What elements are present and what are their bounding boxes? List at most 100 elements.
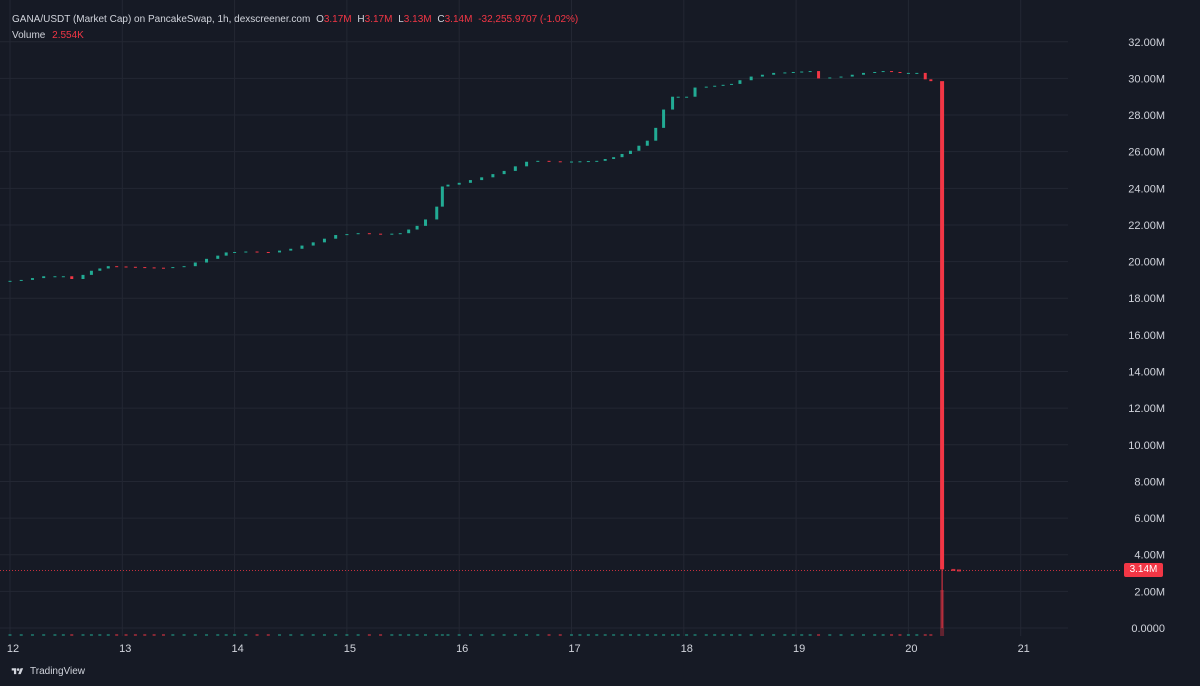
candle[interactable] (224, 252, 228, 256)
candle[interactable] (595, 160, 599, 162)
candle[interactable] (956, 569, 961, 572)
candle[interactable] (791, 71, 795, 73)
candle[interactable] (749, 76, 753, 81)
candle[interactable] (637, 145, 641, 151)
candle[interactable] (873, 71, 877, 73)
candle[interactable] (216, 255, 220, 259)
candle[interactable] (440, 186, 444, 207)
candle[interactable] (8, 280, 12, 282)
candle[interactable] (808, 71, 812, 73)
candle[interactable] (133, 266, 137, 268)
candle[interactable] (772, 72, 776, 75)
candle[interactable] (289, 248, 293, 251)
candle[interactable] (115, 266, 119, 268)
candle[interactable] (783, 72, 787, 74)
candle[interactable] (390, 233, 394, 235)
candle[interactable] (182, 266, 186, 268)
candle[interactable] (536, 160, 540, 162)
candle[interactable] (817, 71, 821, 79)
candle[interactable] (738, 80, 742, 84)
candle[interactable] (685, 96, 689, 98)
candle[interactable] (424, 219, 428, 226)
candle[interactable] (502, 170, 506, 175)
candle[interactable] (367, 233, 371, 235)
candle[interactable] (345, 234, 349, 236)
candle[interactable] (278, 250, 282, 253)
tradingview-branding[interactable]: TradingView (10, 666, 85, 677)
candle[interactable] (161, 267, 165, 269)
candle[interactable] (923, 72, 927, 80)
candle[interactable] (586, 161, 590, 163)
candle[interactable] (255, 251, 259, 253)
candle[interactable] (42, 276, 46, 279)
candle[interactable] (929, 79, 933, 82)
candle[interactable] (645, 140, 649, 146)
candle[interactable] (721, 84, 725, 86)
candle[interactable] (620, 153, 624, 158)
candle[interactable] (30, 278, 34, 280)
candle[interactable] (81, 274, 85, 280)
candle[interactable] (19, 279, 23, 281)
candle[interactable] (491, 174, 495, 178)
candle[interactable] (379, 233, 383, 235)
candle[interactable] (839, 76, 843, 78)
candle[interactable] (266, 251, 270, 253)
candle[interactable] (334, 235, 338, 239)
candle[interactable] (106, 266, 110, 269)
candle[interactable] (415, 225, 419, 230)
candle[interactable] (628, 150, 632, 154)
candle[interactable] (898, 71, 902, 73)
candle[interactable] (951, 568, 956, 571)
candle[interactable] (205, 258, 209, 263)
candle[interactable] (676, 96, 680, 98)
candle[interactable] (322, 238, 326, 243)
candle[interactable] (435, 206, 439, 220)
candle[interactable] (704, 86, 708, 88)
candle[interactable] (693, 87, 697, 97)
candle[interactable] (612, 157, 616, 160)
candle[interactable] (671, 96, 675, 110)
candle[interactable] (861, 72, 865, 75)
candle[interactable] (881, 71, 885, 73)
candle[interactable] (760, 74, 764, 77)
candle[interactable] (124, 266, 128, 268)
candle[interactable] (570, 161, 573, 163)
candle[interactable] (603, 159, 607, 161)
candle[interactable] (70, 276, 74, 280)
candle[interactable] (730, 83, 734, 85)
candle[interactable] (98, 268, 102, 271)
candle[interactable] (890, 71, 894, 73)
candle[interactable] (53, 276, 57, 278)
candle[interactable] (800, 71, 804, 73)
candlesticks[interactable] (8, 71, 961, 628)
candle[interactable] (356, 233, 360, 235)
candle[interactable] (143, 267, 147, 269)
candle[interactable] (61, 276, 65, 278)
candle[interactable] (300, 245, 304, 249)
candle[interactable] (89, 270, 93, 275)
candle[interactable] (578, 161, 582, 163)
candle[interactable] (398, 233, 402, 235)
candle[interactable] (654, 127, 658, 141)
candle[interactable] (525, 161, 529, 167)
candle[interactable] (446, 184, 450, 187)
candle[interactable] (713, 85, 717, 87)
candle[interactable] (850, 74, 854, 77)
candle[interactable] (480, 177, 484, 181)
crash-candle[interactable] (940, 81, 945, 570)
candle[interactable] (662, 109, 666, 128)
candle[interactable] (193, 262, 197, 267)
candle[interactable] (171, 267, 175, 269)
candle[interactable] (407, 229, 411, 234)
candle[interactable] (233, 251, 237, 253)
candle[interactable] (152, 267, 156, 269)
candle[interactable] (828, 77, 832, 79)
candle[interactable] (558, 161, 562, 163)
candle[interactable] (311, 242, 315, 246)
candle[interactable] (906, 72, 910, 74)
candle[interactable] (244, 251, 248, 253)
candle[interactable] (457, 182, 461, 185)
candle[interactable] (468, 180, 472, 183)
candle[interactable] (547, 160, 551, 162)
